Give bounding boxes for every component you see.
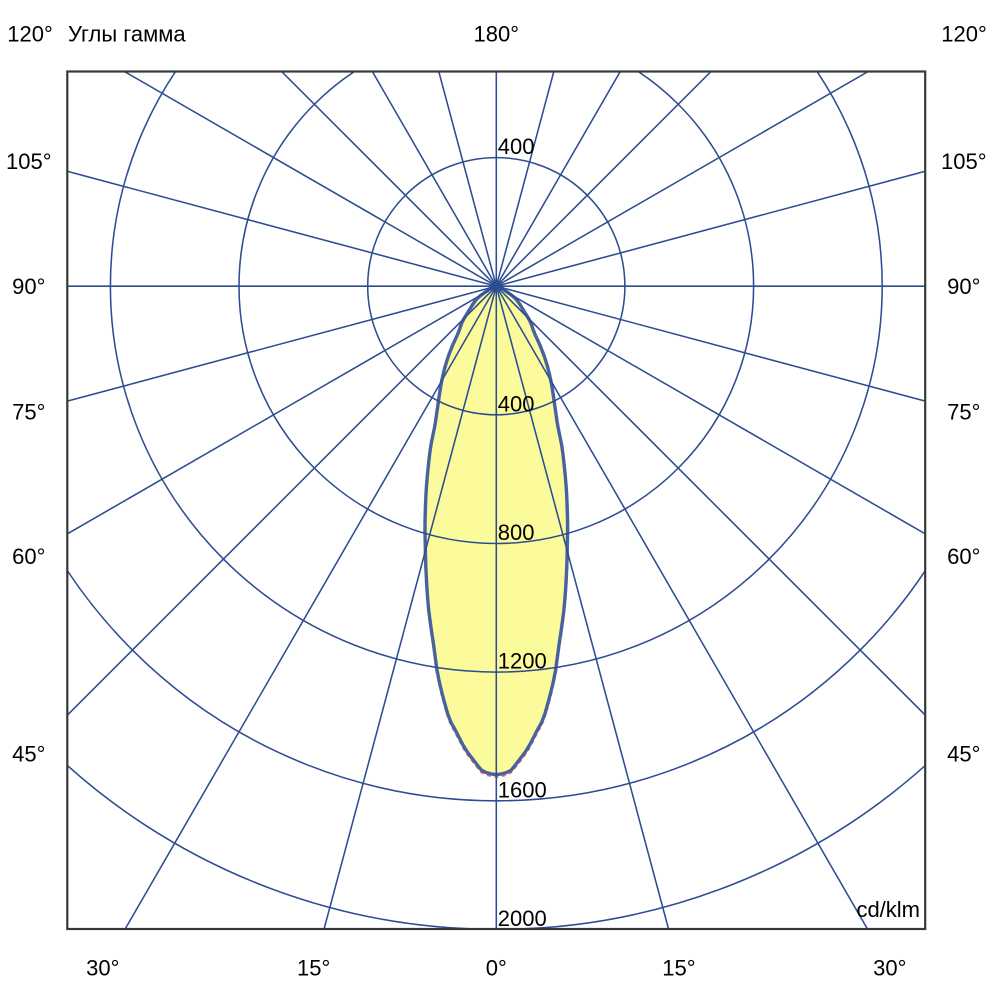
svg-text:75°: 75° <box>12 400 45 425</box>
svg-text:400: 400 <box>498 391 535 416</box>
svg-text:120°: 120° <box>7 21 53 46</box>
svg-text:0°: 0° <box>486 956 507 981</box>
svg-text:75°: 75° <box>947 400 980 425</box>
svg-text:180°: 180° <box>474 21 520 46</box>
svg-text:2000: 2000 <box>498 906 547 931</box>
svg-text:60°: 60° <box>947 544 980 569</box>
svg-text:105°: 105° <box>941 149 987 174</box>
svg-text:400: 400 <box>498 134 535 159</box>
svg-text:120°: 120° <box>941 21 987 46</box>
svg-text:15°: 15° <box>297 956 330 981</box>
svg-text:45°: 45° <box>12 742 45 767</box>
svg-text:1200: 1200 <box>498 649 547 674</box>
svg-text:30°: 30° <box>873 956 906 981</box>
svg-text:90°: 90° <box>12 274 45 299</box>
svg-text:45°: 45° <box>947 742 980 767</box>
svg-text:105°: 105° <box>6 149 52 174</box>
svg-text:30°: 30° <box>86 956 119 981</box>
svg-text:1600: 1600 <box>498 777 547 802</box>
svg-text:90°: 90° <box>947 274 980 299</box>
svg-text:Углы гамма: Углы гамма <box>68 21 186 46</box>
svg-text:60°: 60° <box>12 544 45 569</box>
svg-text:800: 800 <box>498 520 535 545</box>
svg-text:cd/klm: cd/klm <box>856 897 920 922</box>
svg-text:15°: 15° <box>662 956 695 981</box>
